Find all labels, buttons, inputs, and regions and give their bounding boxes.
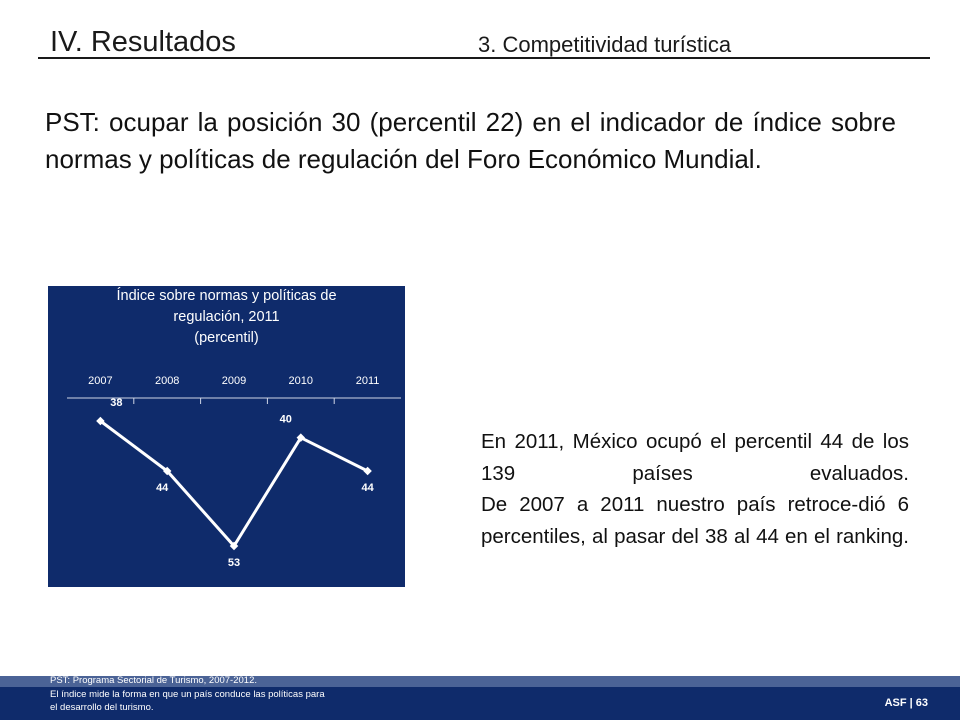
data-point-2010 — [296, 433, 306, 442]
series-line — [99, 419, 369, 549]
footer-note-index-cont: el desarrollo del turismo. — [50, 702, 154, 713]
footer-note-pst: PST: Programa Sectorial de Turismo, 2007… — [50, 675, 257, 686]
chart-title-line-1: Índice sobre normas y políticas de — [116, 288, 337, 304]
chart-title-line-2: regulación, 2011 — [173, 309, 280, 325]
x-tick-label-2007: 2007 — [88, 375, 112, 387]
data-point-2007 — [96, 416, 105, 426]
data-label-2011: 44 — [361, 482, 374, 494]
line-chart: 2007 2008 2009 2010 2011 38 44 53 40 44 — [67, 375, 401, 569]
footer-band — [0, 676, 960, 687]
section-title: IV. Resultados — [50, 26, 236, 58]
x-tick-label-2008: 2008 — [155, 375, 179, 387]
chart-title-line-3: (percentil) — [194, 330, 259, 346]
header-divider — [38, 57, 930, 59]
data-label-2009: 53 — [228, 557, 240, 569]
x-tick-label-2011: 2011 — [356, 375, 380, 387]
page-number: ASF | 63 — [884, 697, 928, 709]
section-subtitle: 3. Competitividad turística — [478, 32, 732, 57]
x-tick-label-2009: 2009 — [222, 375, 246, 387]
footer-note-index: El índice mide la forma en que un país c… — [50, 688, 325, 700]
chart-title: Índice sobre normas y políticas de regula… — [48, 286, 405, 349]
body-paragraph-1: En 2011, México ocupó el percentil 44 de… — [481, 430, 909, 485]
chart-panel: 2007 2008 2009 2010 2011 38 44 53 40 44 Índice so… — [48, 286, 405, 587]
data-label-2008: 44 — [156, 482, 169, 494]
x-tick-label-2010: 2010 — [289, 375, 313, 387]
footer-notes: PST: Programa Sectorial de Turismo, 2007… — [50, 674, 430, 715]
data-label-2010: 40 — [280, 414, 292, 426]
headline-text: PST: ocupar la posición 30 (percentil 22… — [45, 107, 896, 174]
data-label-2007: 38 — [110, 397, 122, 409]
data-point-2011 — [363, 466, 372, 476]
data-point-2008 — [162, 466, 172, 476]
body-paragraph-2: De 2007 a 2011 nuestro país retroce-dió … — [481, 493, 909, 548]
body-text: En 2011, México ocupó el percentil 44 de… — [481, 426, 909, 552]
